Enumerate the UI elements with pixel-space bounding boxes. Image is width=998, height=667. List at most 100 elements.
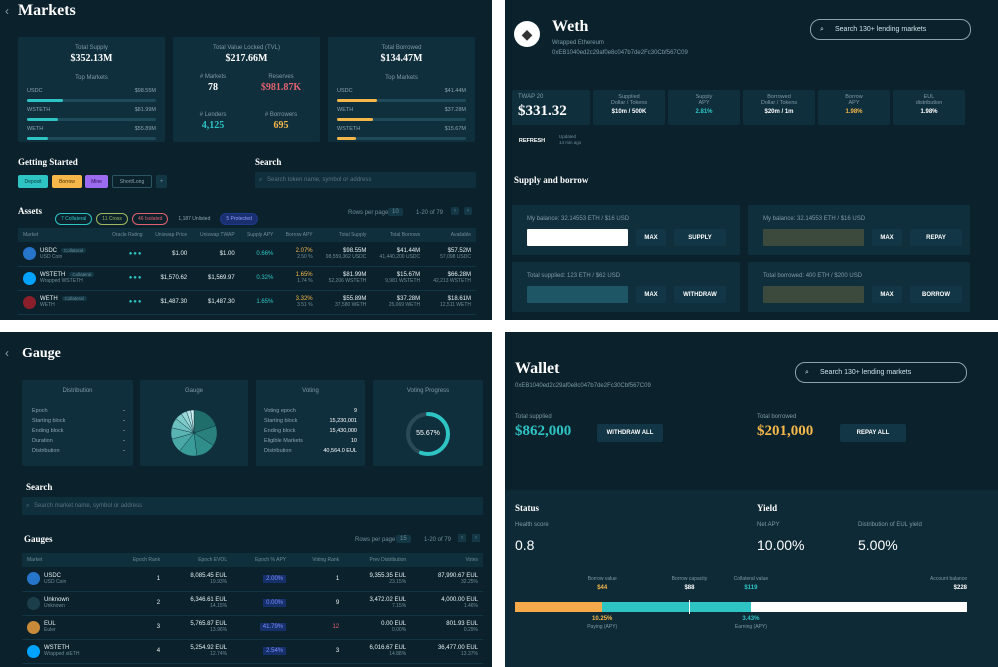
total-supply-cell: $98.55M 98,559,362 USDC: [317, 242, 372, 267]
max-button[interactable]: MAX: [636, 286, 666, 303]
max-button[interactable]: MAX: [636, 229, 666, 246]
stat-label: Distribution: [264, 448, 292, 454]
column-header[interactable]: Supply APY: [239, 228, 279, 242]
unlisted-chip[interactable]: 1,187 Unlisted: [178, 216, 211, 222]
top-market-row: WSTETH $15.67M: [337, 126, 466, 132]
total-supplied-value: $862,000: [515, 423, 572, 439]
more-button[interactable]: +: [156, 175, 167, 188]
back-chevron-icon[interactable]: ‹: [5, 4, 9, 18]
protected-chip[interactable]: 5 Protected: [220, 213, 258, 225]
stat-row: Distribution -: [32, 448, 125, 454]
next-page-button[interactable]: ›: [464, 207, 472, 215]
repay-button[interactable]: REPAY: [910, 229, 962, 246]
cross-chip[interactable]: 11 Cross: [96, 213, 128, 225]
withdraw-button[interactable]: WITHDRAW: [674, 286, 726, 303]
prev-page-button[interactable]: ‹: [458, 534, 466, 542]
top-market-item: WETH $37.28M: [337, 107, 466, 123]
repay-all-button[interactable]: REPAY ALL: [840, 424, 906, 442]
borrow-button[interactable]: BORROW: [910, 286, 962, 303]
assets-table: Market Oracle Rating Uniswap Price Uniswap …: [18, 228, 476, 315]
card-title: Gauge: [184, 388, 203, 394]
search-input[interactable]: ⌕ Search token name, symbol or address: [255, 172, 476, 188]
pie-slice[interactable]: [190, 410, 195, 434]
next-page-button[interactable]: ›: [472, 534, 480, 542]
paying-apy: 10.25%: [592, 616, 613, 622]
column-header[interactable]: Uniswap TWAP: [192, 228, 240, 242]
back-chevron-icon[interactable]: ‹: [5, 346, 9, 360]
collateral-chip[interactable]: 7 Collateral: [55, 213, 93, 225]
column-header[interactable]: Epoch Rank: [111, 553, 166, 567]
supply-button[interactable]: SUPPLY: [674, 229, 726, 246]
borrowers-label: # Borrowers: [264, 112, 298, 118]
prev-page-button[interactable]: ‹: [451, 207, 459, 215]
column-header[interactable]: Voting Rank: [291, 553, 345, 567]
prev-distribution: 9,355.35 EUL: [369, 572, 407, 579]
market-name: WETH: [337, 107, 354, 113]
token-name: Euler: [44, 627, 56, 633]
amount-input[interactable]: [763, 286, 864, 303]
column-header[interactable]: Epoch EVOL: [165, 553, 233, 567]
column-header[interactable]: Total Supply: [317, 228, 372, 242]
max-button[interactable]: MAX: [872, 229, 902, 246]
table-row[interactable]: EUL Euler 3 5,765.87 EUL 13.96% 41.79% 12 0.00 …: [22, 615, 483, 640]
deposit-button[interactable]: Deposit: [18, 175, 48, 188]
wallet-address[interactable]: 0xEB1040ed2c29af0e8c047b7de2Fc30Cbf567C0…: [515, 383, 651, 389]
card-label: Total Borrowed: [381, 45, 422, 51]
stat-label: Starting block: [264, 418, 298, 424]
borrow-button[interactable]: Borrow: [52, 175, 82, 188]
table-row[interactable]: WSTETH Wrapped stETH 4 5,254.92 EUL 12.74% 2.…: [22, 639, 483, 664]
amount-input[interactable]: [763, 229, 864, 246]
card-title: Distribution: [62, 388, 93, 394]
table-row[interactable]: USDC USD Coin 1 8,085.45 EUL 19.93% 2.00% 1 9,3…: [22, 567, 483, 592]
market-name: WETH: [27, 126, 44, 132]
column-header[interactable]: Votes: [411, 553, 483, 567]
wsteth-token-icon: [27, 644, 40, 658]
usdc-token-icon: [27, 572, 40, 586]
short-long-button[interactable]: Short/Long: [112, 175, 152, 188]
column-header[interactable]: Market: [18, 228, 105, 242]
table-row[interactable]: Unknown Unknown 2 6,346.61 EUL 14.15% 0.00% 9 3…: [22, 591, 483, 616]
table-row[interactable]: USDC Collateral USD Coin ●●● $1.00 $1.00 0.66%…: [18, 242, 476, 267]
column-header[interactable]: Market: [22, 553, 112, 567]
column-header[interactable]: Available: [425, 228, 476, 242]
search-input[interactable]: ⌕ Search 130+ lending markets: [810, 19, 971, 40]
token-name: WETH: [40, 302, 55, 308]
total-borrows-tokens: 25,069 WETH: [388, 302, 421, 308]
epoch-rank: 4: [111, 639, 166, 664]
table-row[interactable]: WSTETH Collateral Wrapped WSTETH ●●● $1,570.…: [18, 266, 476, 291]
column-header[interactable]: Oracle Rating: [104, 228, 148, 242]
getting-started-title: Getting Started: [18, 157, 78, 167]
stat-row: Starting block -: [32, 418, 125, 424]
rows-per-page-select[interactable]: 15: [396, 535, 411, 543]
rows-per-page-select[interactable]: 10: [388, 208, 403, 216]
asset-address[interactable]: 0xEB1040ed2c29af0e8c047b7de2Fc30Cbf567C0…: [552, 50, 688, 56]
amount-input[interactable]: [527, 229, 628, 246]
refresh-button[interactable]: REFRESH: [518, 137, 546, 144]
table-row[interactable]: WETH Collateral WETH ●●● $1,487.30 $1,487.30 1…: [18, 290, 476, 315]
voting-rows: Voting epoch 9 Starting block 15,230,001 End…: [264, 408, 357, 458]
column-header[interactable]: Prev Distribution: [344, 553, 412, 567]
max-button[interactable]: MAX: [872, 286, 902, 303]
top-market-item: WETH $55.89M: [27, 126, 156, 142]
search-input[interactable]: ⌕ Search 130+ lending markets: [795, 362, 967, 383]
stat-row: Starting block 15,230,001: [264, 418, 357, 424]
total-supply: $81.99M: [343, 272, 367, 278]
borrow-apy-sub: 3.51 %: [297, 302, 313, 308]
gauges-table: Market Epoch Rank Epoch EVOL Epoch % APY Vot…: [22, 553, 483, 664]
health-score-value: 0.8: [515, 537, 535, 553]
reserves-value: $981.87K: [260, 82, 302, 93]
column-header[interactable]: Uniswap Price: [147, 228, 193, 242]
top-markets-list: USDC $98.55M WSTETH $81.99M WETH $55.89M: [27, 85, 156, 142]
column-header[interactable]: Total Borrows: [371, 228, 426, 242]
market-share-fill: [337, 137, 357, 140]
withdraw-all-button[interactable]: WITHDRAW ALL: [597, 424, 663, 442]
search-input[interactable]: ⌕ Search market name, symbol or address: [22, 497, 483, 515]
mine-button[interactable]: Mine: [85, 175, 108, 188]
amount-input[interactable]: [527, 286, 628, 303]
column-header[interactable]: Epoch % APY: [232, 553, 292, 567]
isolated-chip[interactable]: 46 Isolated: [131, 213, 169, 225]
twap-value: $331.32: [518, 103, 567, 119]
earning-apy: 3.43%: [742, 616, 760, 622]
column-header[interactable]: Borrow APY: [278, 228, 318, 242]
table-header: Market Epoch Rank Epoch EVOL Epoch % APY Vot…: [22, 553, 483, 567]
